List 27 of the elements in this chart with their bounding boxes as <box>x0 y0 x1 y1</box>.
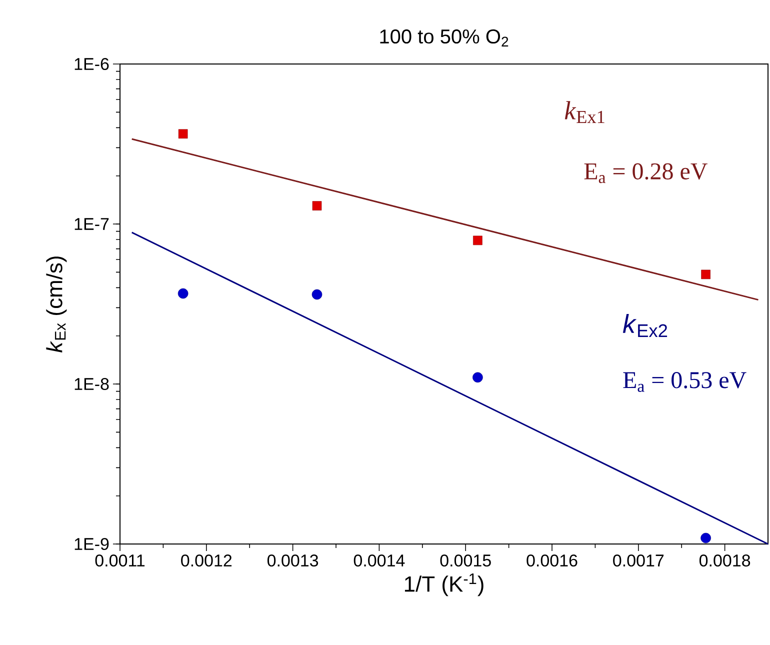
annotation: E$_{a}$ = 0.28 eV <box>584 163 708 184</box>
x-tick-label: 0.0012 <box>181 554 232 567</box>
x-tick-label: 0.0013 <box>267 554 318 567</box>
point <box>312 201 322 210</box>
x-tick-label: 0.0017 <box>613 554 664 567</box>
point <box>178 288 188 299</box>
y-tick-label: 1E-8 <box>74 378 109 390</box>
x-axis-title: 1/T (K$^{-1}$) <box>404 573 484 596</box>
x-tick-label: 0.0018 <box>699 554 750 567</box>
text: k$_{Ex1}$ <box>564 101 604 123</box>
x-tick-label: 0.0011 <box>95 554 145 567</box>
y-axis-title: k$_{Ex}$ (cm/s) <box>46 256 67 352</box>
point <box>178 129 188 139</box>
point <box>473 236 482 246</box>
point <box>312 289 322 300</box>
chart-title: 100 to 50% O$_{2}$ <box>380 29 508 46</box>
x-tick-label: 0.0016 <box>526 554 578 567</box>
point <box>472 372 483 383</box>
text: k$_{Ex2}$ <box>622 314 668 337</box>
y-tick-label: 1E-9 <box>74 538 109 550</box>
point <box>700 532 711 544</box>
point <box>701 270 710 280</box>
annotation: E$_{a}$ = 0.53 eV <box>623 372 746 392</box>
y-tick-label: 1E-7 <box>74 218 109 230</box>
x-tick-label: 0.0015 <box>440 554 491 567</box>
y-tick-label: 1E-6 <box>74 58 109 70</box>
x-tick-label: 0.0014 <box>354 554 405 567</box>
